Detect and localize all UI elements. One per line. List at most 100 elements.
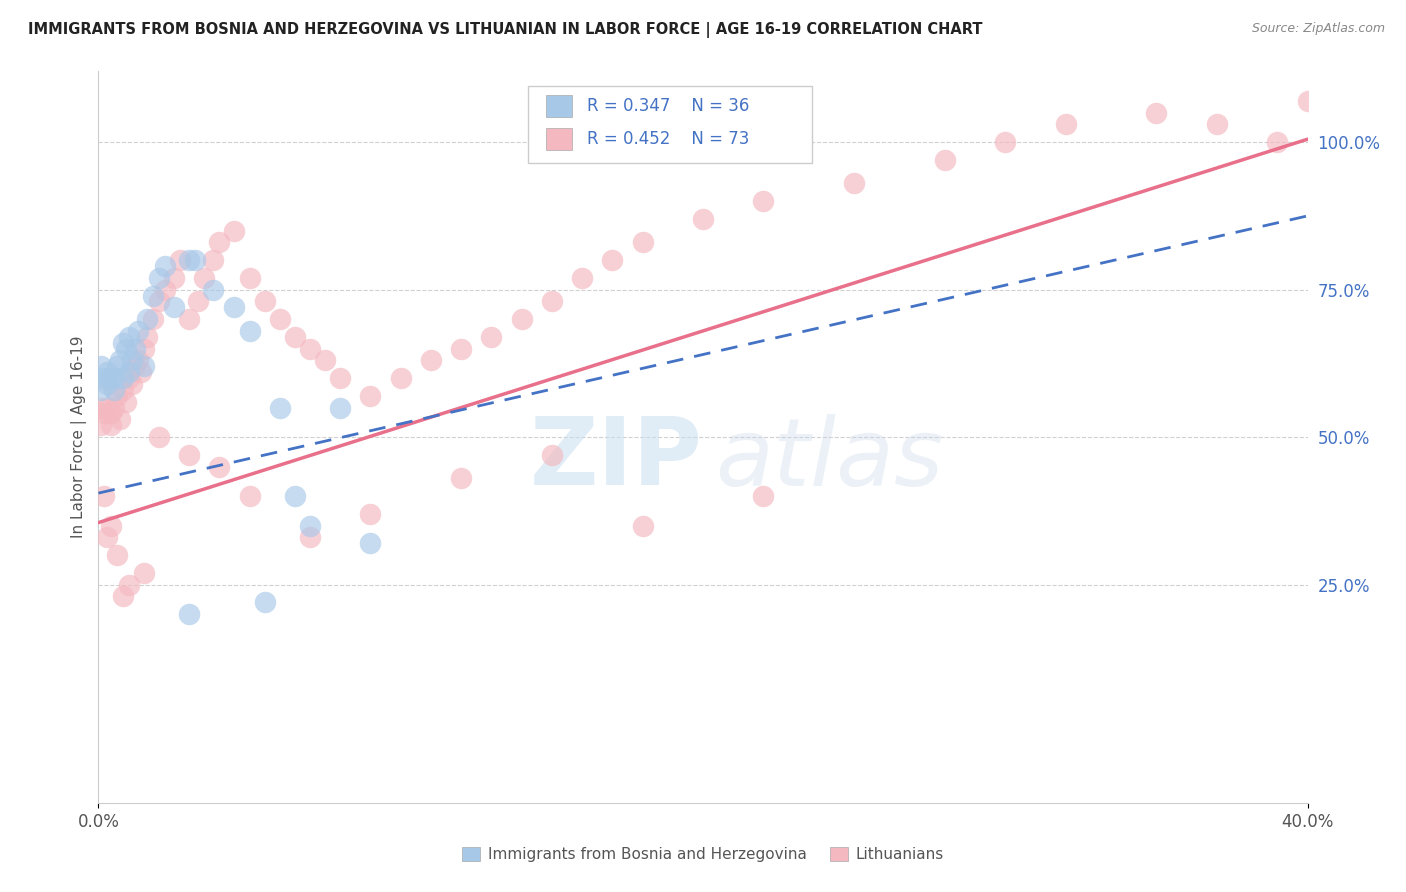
Point bbox=[540, 294, 562, 309]
Point bbox=[360, 507, 382, 521]
Point bbox=[129, 365, 152, 379]
Point bbox=[1267, 135, 1289, 149]
Point bbox=[692, 211, 714, 226]
Point bbox=[114, 342, 136, 356]
Point bbox=[329, 371, 352, 385]
Point bbox=[142, 288, 165, 302]
Bar bbox=[546, 95, 572, 118]
Point bbox=[148, 430, 170, 444]
Point bbox=[314, 353, 336, 368]
Point bbox=[239, 324, 262, 338]
Point bbox=[179, 253, 201, 268]
Point bbox=[299, 530, 322, 544]
Point bbox=[571, 270, 593, 285]
Point bbox=[752, 194, 775, 208]
Point bbox=[450, 471, 472, 485]
Point bbox=[269, 401, 291, 415]
Point bbox=[148, 294, 170, 309]
Point bbox=[208, 459, 231, 474]
Point bbox=[127, 324, 149, 338]
Point bbox=[105, 359, 128, 374]
Point bbox=[93, 489, 115, 503]
Point bbox=[1054, 118, 1077, 132]
Point bbox=[100, 371, 122, 385]
Point bbox=[135, 312, 157, 326]
Point bbox=[108, 353, 131, 368]
Point bbox=[100, 518, 122, 533]
Point bbox=[284, 330, 307, 344]
Point bbox=[135, 330, 157, 344]
Point bbox=[103, 401, 125, 415]
Point bbox=[1144, 105, 1167, 120]
Point bbox=[90, 401, 112, 415]
Point bbox=[631, 518, 654, 533]
Point bbox=[153, 259, 176, 273]
Point bbox=[111, 590, 134, 604]
Text: R = 0.452    N = 73: R = 0.452 N = 73 bbox=[586, 129, 749, 148]
Point bbox=[1206, 118, 1229, 132]
Point bbox=[253, 294, 276, 309]
Legend: Immigrants from Bosnia and Herzegovina, Lithuanians: Immigrants from Bosnia and Herzegovina, … bbox=[456, 841, 950, 868]
Point bbox=[844, 177, 866, 191]
Point bbox=[179, 448, 201, 462]
Point bbox=[90, 359, 112, 374]
Point bbox=[299, 518, 322, 533]
Point bbox=[420, 353, 443, 368]
Point bbox=[481, 330, 503, 344]
Point bbox=[118, 371, 141, 385]
Point bbox=[90, 418, 112, 433]
Point bbox=[187, 294, 209, 309]
Point bbox=[284, 489, 307, 503]
Point bbox=[93, 371, 115, 385]
Point bbox=[224, 301, 246, 315]
Point bbox=[103, 383, 125, 397]
Point bbox=[184, 253, 207, 268]
Point bbox=[1296, 94, 1319, 108]
Point bbox=[360, 389, 382, 403]
Point bbox=[224, 224, 246, 238]
Point bbox=[105, 548, 128, 562]
Point bbox=[193, 270, 215, 285]
Point bbox=[994, 135, 1017, 149]
Point bbox=[111, 383, 134, 397]
Text: R = 0.347    N = 36: R = 0.347 N = 36 bbox=[586, 97, 749, 115]
Point bbox=[103, 371, 125, 385]
Point bbox=[100, 418, 122, 433]
Point bbox=[299, 342, 322, 356]
Point bbox=[934, 153, 956, 167]
Point bbox=[132, 342, 155, 356]
Point bbox=[360, 536, 382, 550]
Point bbox=[329, 401, 352, 415]
Point bbox=[163, 270, 186, 285]
Point bbox=[389, 371, 412, 385]
FancyBboxPatch shape bbox=[527, 86, 811, 163]
Point bbox=[239, 489, 262, 503]
Point bbox=[96, 365, 118, 379]
Point bbox=[111, 335, 134, 350]
Point bbox=[121, 353, 143, 368]
Text: Source: ZipAtlas.com: Source: ZipAtlas.com bbox=[1251, 22, 1385, 36]
Y-axis label: In Labor Force | Age 16-19: In Labor Force | Age 16-19 bbox=[72, 335, 87, 539]
Text: atlas: atlas bbox=[716, 414, 943, 505]
Point bbox=[153, 283, 176, 297]
Point bbox=[96, 376, 118, 391]
Point bbox=[169, 253, 191, 268]
Point bbox=[132, 566, 155, 580]
Point bbox=[148, 270, 170, 285]
Point bbox=[450, 342, 472, 356]
Point bbox=[111, 371, 134, 385]
Point bbox=[108, 412, 131, 426]
Text: ZIP: ZIP bbox=[530, 413, 703, 505]
Point bbox=[163, 301, 186, 315]
Point bbox=[202, 253, 225, 268]
Point bbox=[752, 489, 775, 503]
Text: IMMIGRANTS FROM BOSNIA AND HERZEGOVINA VS LITHUANIAN IN LABOR FORCE | AGE 16-19 : IMMIGRANTS FROM BOSNIA AND HERZEGOVINA V… bbox=[28, 22, 983, 38]
Bar bbox=[546, 128, 572, 150]
Point bbox=[269, 312, 291, 326]
Point bbox=[100, 407, 122, 421]
Point bbox=[142, 312, 165, 326]
Point bbox=[179, 607, 201, 621]
Point bbox=[239, 270, 262, 285]
Point bbox=[602, 253, 624, 268]
Point bbox=[118, 577, 141, 591]
